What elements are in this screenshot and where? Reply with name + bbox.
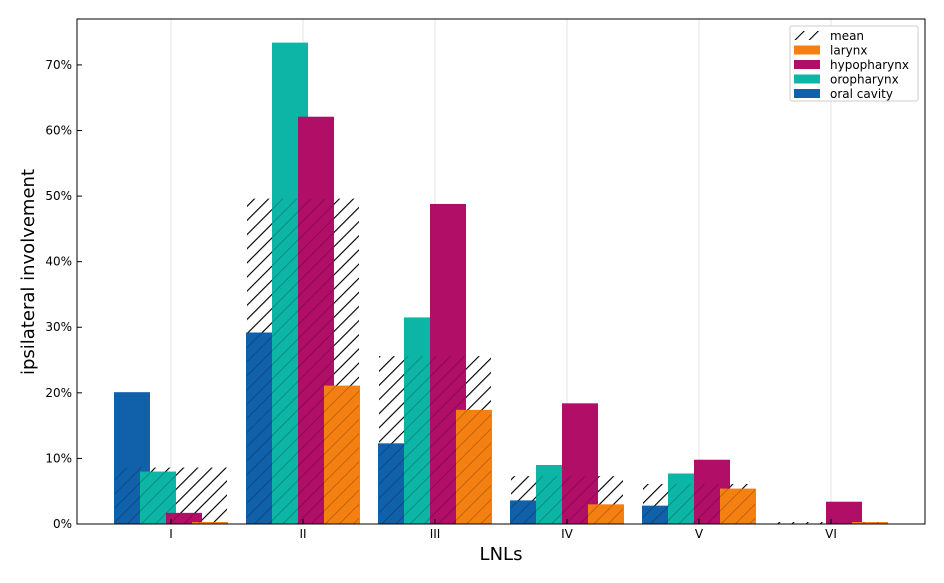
x-tick-label: VI [825, 527, 837, 541]
bar-hypopharynx [826, 501, 862, 524]
y-tick-label: 10% [45, 451, 72, 465]
x-tick-label: I [169, 527, 173, 541]
legend-label: mean [830, 29, 864, 43]
legend-box [789, 25, 919, 102]
legend-swatch [794, 60, 820, 69]
x-tick-label: V [695, 527, 704, 541]
legend-swatch [794, 31, 820, 40]
y-tick-label: 60% [45, 123, 72, 137]
y-axis-title: ipsilateral involvement [18, 169, 39, 375]
y-tick-label: 20% [45, 386, 72, 400]
legend-swatch [794, 45, 820, 55]
x-axis-title: LNLs [480, 544, 523, 565]
y-tick-label: 50% [45, 189, 72, 203]
mean-bar-overlay [379, 356, 491, 524]
mean-bar-overlay [643, 483, 755, 524]
plot-background [77, 19, 925, 524]
legend-label: oral cavity [830, 87, 893, 101]
y-tick-label: 40% [45, 255, 72, 269]
x-tick-label: III [430, 527, 441, 541]
y-tick-label: 30% [45, 320, 72, 334]
y-tick-label: 70% [45, 58, 72, 72]
y-tick-label: 0% [53, 517, 72, 531]
mean-bar-overlay [511, 476, 623, 524]
x-tick-label: IV [561, 527, 574, 541]
mean-hatch-overlay [115, 198, 887, 524]
x-tick-label: II [299, 527, 306, 541]
axes: I II III IV V VI0%10%20%30%40%50%60%70% [45, 58, 837, 541]
legend-swatch [794, 89, 820, 98]
plot-frame [76, 18, 926, 525]
legend-label: hypopharynx [830, 58, 909, 72]
mean-bar-overlay [115, 467, 227, 524]
legend-label: larynx [830, 44, 867, 58]
mean-bar-overlay [247, 198, 359, 524]
legend-label: oropharynx [830, 73, 899, 87]
legend-swatch [794, 74, 820, 84]
